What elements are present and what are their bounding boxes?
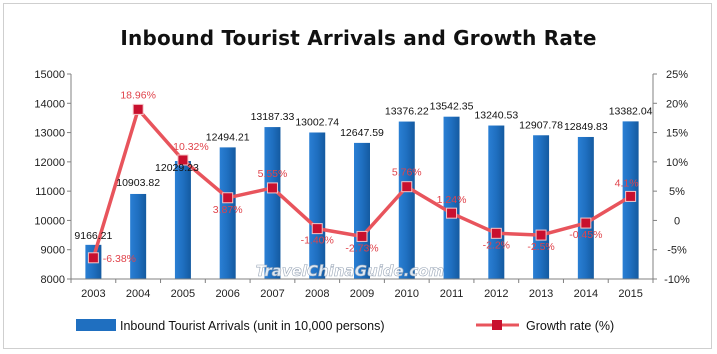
right-tick-label: 10% [666, 157, 688, 169]
right-tick-label: -5% [667, 245, 687, 257]
growth-marker-2003 [87, 252, 99, 264]
right-tick-label: 15% [666, 128, 688, 140]
bar-value-label: 12647.59 [340, 127, 384, 139]
x-tick-label: 2011 [440, 288, 464, 300]
growth-value-label: -1.40% [301, 235, 334, 247]
left-tick-label: 11000 [35, 186, 65, 198]
right-tick-label: 0 [674, 215, 680, 227]
bars-group [85, 116, 639, 280]
x-tick-label: 2014 [574, 288, 598, 300]
right-tick-label: 5% [669, 186, 685, 198]
left-tick-label: 13000 [34, 128, 65, 140]
x-tick-label: 2006 [215, 288, 239, 300]
watermark: TravelChinaGuide.com [256, 262, 444, 280]
x-tick-label: 2013 [529, 288, 553, 300]
x-tick-label: 2015 [618, 288, 642, 300]
bar-value-label: 12494.21 [206, 131, 250, 143]
bar-2008 [309, 132, 326, 279]
axes-group: 8000 9000 10000 11000 12000 13000 14000 15000 -1… [34, 69, 690, 300]
growth-value-label: -6.38% [103, 253, 136, 265]
bar-value-label: 9166.21 [74, 230, 112, 242]
left-tick-label: 9000 [41, 245, 65, 257]
bar-value-label: 13376.22 [385, 106, 429, 118]
legend-line-label: Growth rate (%) [526, 319, 614, 333]
bar-2005 [174, 161, 191, 279]
left-tick-label: 8000 [41, 274, 65, 286]
bar-value-label: 13240.53 [474, 110, 518, 122]
growth-marker-2007 [266, 182, 278, 194]
bar-2007 [264, 127, 281, 280]
growth-marker-2014 [580, 217, 592, 229]
growth-marker-2005 [177, 154, 189, 166]
growth-marker-2015 [625, 190, 637, 202]
chart-title: Inbound Tourist Arrivals and Growth Rate [120, 26, 597, 50]
x-tick-label: 2010 [395, 288, 419, 300]
growth-value-label: 4.1% [615, 177, 639, 189]
growth-value-label: 1.24% [437, 194, 467, 206]
bar-value-label: 13187.33 [251, 111, 295, 123]
growth-marker-2009 [356, 230, 368, 242]
right-tick-label: -10% [664, 274, 690, 286]
growth-marker-2006 [222, 192, 234, 204]
legend-line-marker [492, 320, 502, 330]
growth-marker-2008 [311, 223, 323, 235]
growth-value-label: -2.73% [345, 242, 378, 254]
growth-value-label: 10.32% [173, 141, 209, 153]
growth-value-label: 3.87% [213, 204, 243, 216]
legend-bar-swatch [76, 319, 116, 331]
left-tick-label: 10000 [34, 215, 65, 227]
x-tick-label: 2003 [81, 288, 105, 300]
growth-value-label: 18.96% [120, 89, 156, 101]
bar-2013 [533, 135, 550, 279]
left-tick-label: 14000 [34, 98, 65, 110]
bar-value-label: 10903.82 [116, 177, 160, 189]
growth-value-label: 5.76% [392, 167, 422, 179]
bar-2006 [219, 147, 236, 279]
bar-2014 [577, 136, 594, 279]
growth-value-label: -2.5% [527, 241, 554, 253]
bar-value-label: 13002.74 [295, 116, 339, 128]
x-tick-label: 2012 [484, 288, 508, 300]
bar-2004 [130, 193, 147, 279]
bar-value-label: 13542.35 [430, 101, 474, 113]
growth-marker-2010 [401, 181, 413, 193]
legend-bar-label: Inbound Tourist Arrivals (unit in 10,000… [120, 319, 385, 333]
growth-marker-2004 [132, 103, 144, 115]
growth-value-label: -0.45% [569, 229, 602, 241]
left-tick-label: 15000 [34, 69, 65, 81]
growth-value-label: 5.55% [258, 168, 288, 180]
bar-2009 [354, 142, 370, 279]
watermark-layer: TravelChinaGuide.com [255, 262, 444, 281]
x-tick-label: 2005 [171, 288, 195, 300]
left-tick-label: 12000 [34, 157, 65, 169]
x-tick-label: 2009 [350, 288, 374, 300]
x-tick-label: 2007 [260, 288, 284, 300]
bar-2012 [488, 125, 505, 279]
bar-value-label: 13382.04 [609, 105, 653, 117]
right-tick-label: 20% [666, 98, 688, 110]
growth-marker-2012 [490, 227, 502, 239]
bar-value-label: 12029.23 [155, 162, 199, 174]
legend: Inbound Tourist Arrivals (unit in 10,000… [76, 319, 614, 333]
growth-value-label: -2.2% [483, 239, 510, 251]
growth-marker-2013 [535, 229, 547, 241]
bar-value-label: 12849.83 [564, 121, 608, 133]
bar-value-label: 12907.78 [519, 119, 563, 131]
right-tick-label: 25% [666, 69, 688, 81]
bar-2010 [398, 121, 415, 279]
x-tick-label: 2008 [305, 288, 329, 300]
growth-marker-2011 [446, 207, 458, 219]
bar-2011 [443, 116, 460, 279]
growth-line-layer [87, 103, 637, 264]
x-tick-label: 2004 [126, 288, 150, 300]
